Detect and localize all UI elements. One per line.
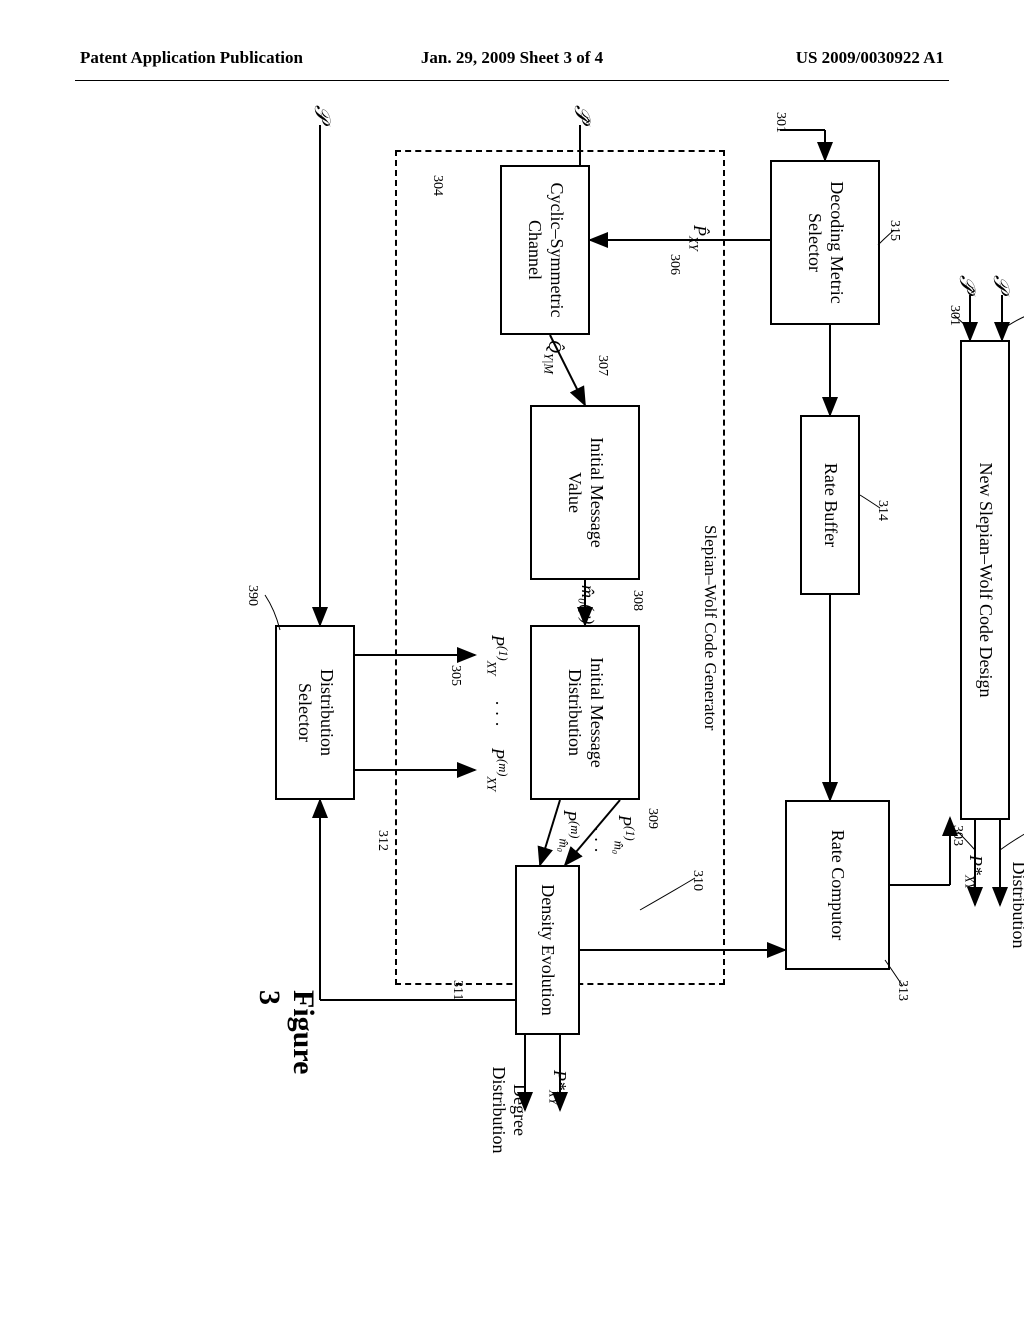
input-Phat-left: 𝒫̂: [569, 105, 595, 121]
arrows-layer: [0, 190, 1020, 1090]
input-P-left: 𝒫: [309, 105, 335, 121]
header-rule: [75, 80, 949, 81]
header-left: Patent Application Publication: [80, 48, 368, 68]
figure-stage: New Slepian–Wolf Code Design 𝒫 𝒫̂ Degree…: [0, 190, 1020, 1090]
header-right: US 2009/0030922 A1: [656, 48, 944, 68]
header-center: Jan. 29, 2009 Sheet 3 of 4: [368, 48, 656, 68]
